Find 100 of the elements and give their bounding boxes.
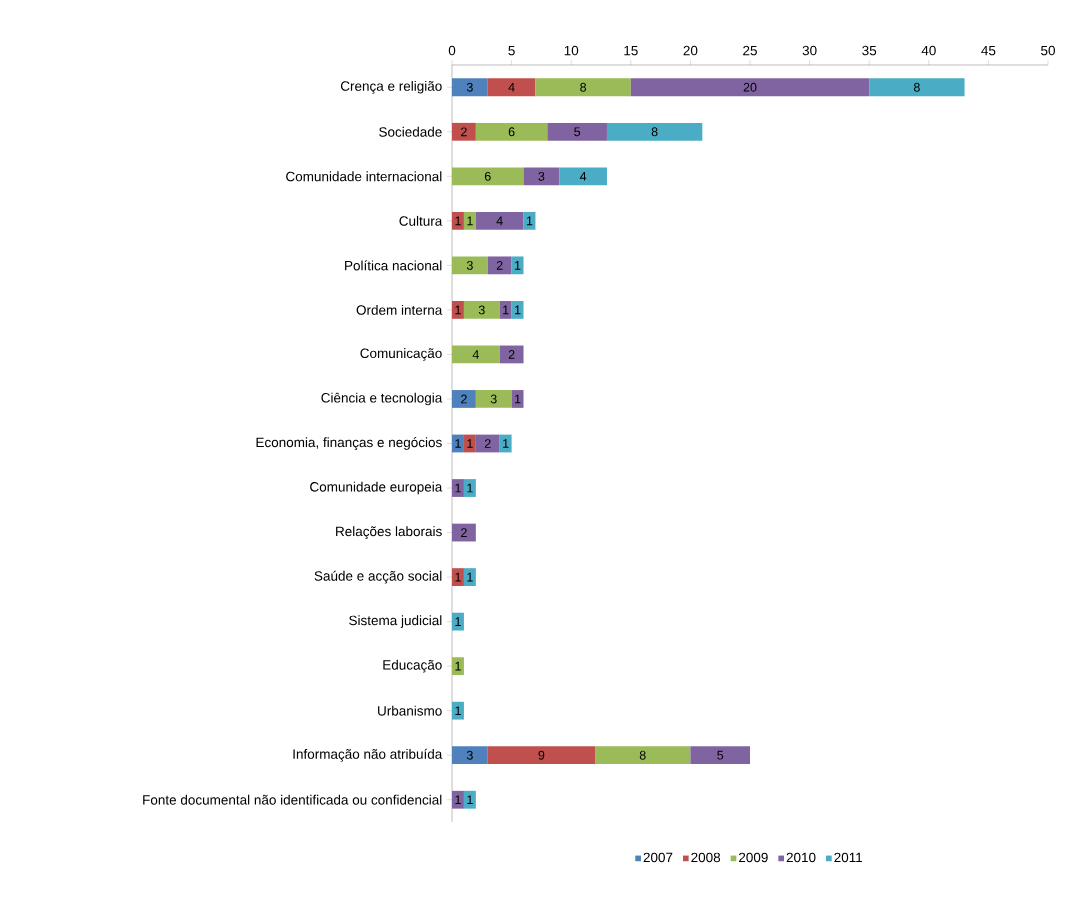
y-tick-label: Saúde e acção social [314, 570, 442, 584]
data-label: 1 [467, 795, 473, 805]
bar [499, 345, 524, 364]
y-tick-label: Crença e religião [340, 80, 442, 94]
data-label: 1 [455, 661, 461, 671]
bar [869, 78, 965, 97]
bar [690, 746, 750, 765]
bar [511, 390, 524, 408]
bar [452, 479, 464, 497]
bar [452, 701, 464, 720]
x-tick-label: 45 [981, 45, 996, 56]
legend-label: 2007 [643, 852, 673, 863]
bar [463, 301, 500, 319]
data-label: 4 [472, 350, 479, 359]
data-label: 3 [466, 260, 473, 270]
bar [452, 790, 464, 809]
bar [452, 345, 500, 364]
data-label: 2 [461, 127, 467, 137]
data-label: 2 [461, 528, 467, 537]
data-label: 3 [478, 305, 485, 315]
data-label: 6 [484, 171, 491, 181]
legend-label: 2008 [691, 852, 721, 863]
x-tick-label: 20 [683, 45, 698, 56]
y-tick-label: Sociedade [379, 126, 442, 137]
legend-label: 2009 [738, 852, 768, 863]
data-label: 1 [455, 483, 461, 493]
bar [499, 301, 512, 319]
bar [547, 122, 607, 141]
data-label: 2 [484, 439, 491, 448]
x-tick-label: 15 [624, 45, 638, 56]
y-tick-label: Comunidade internacional [286, 171, 442, 182]
bar [452, 256, 488, 275]
data-label: 20 [743, 82, 757, 92]
data-label: 5 [717, 750, 724, 760]
y-tick-label: Urbanismo [378, 705, 442, 716]
bar [475, 434, 500, 453]
y-tick-label: Educação [383, 659, 442, 673]
bar [535, 78, 631, 97]
data-label: 2 [508, 350, 515, 359]
data-label: 8 [639, 750, 646, 760]
x-tick-label: 40 [921, 45, 936, 56]
legend-label: 2010 [786, 852, 816, 863]
y-tick-label: Ciência e tecnologia [321, 392, 443, 406]
data-label: 1 [503, 439, 509, 448]
data-label: 1 [455, 305, 461, 315]
data-label: 4 [579, 172, 587, 181]
x-tick-label: 25 [743, 45, 757, 56]
data-label: 1 [467, 439, 473, 448]
bar [487, 256, 512, 275]
data-label: 2 [461, 394, 467, 404]
bar [487, 746, 596, 765]
bar [452, 568, 464, 586]
bar [452, 657, 464, 676]
data-label: 1 [455, 795, 461, 805]
bar [463, 211, 476, 230]
bar [452, 78, 488, 97]
y-tick-label: Informação não atribuída [293, 748, 443, 762]
bar [452, 122, 476, 141]
bar [475, 122, 548, 141]
bar [511, 256, 524, 275]
bar [475, 390, 512, 408]
data-label: 1 [455, 572, 461, 582]
y-tick-label: Comunicação [360, 348, 442, 361]
data-label: 1 [467, 483, 473, 493]
y-tick-label: Ordem interna [356, 304, 443, 315]
bar [511, 301, 524, 319]
y-tick-label: Economia, finanças e negócios [256, 437, 442, 450]
bar [463, 790, 476, 809]
data-label: 1 [455, 439, 461, 448]
bar [463, 479, 476, 497]
data-label: 1 [467, 216, 473, 226]
bar [463, 568, 476, 586]
x-tick-label: 30 [802, 45, 817, 56]
data-label: 1 [515, 261, 521, 270]
data-label: 1 [455, 617, 461, 626]
bar [452, 301, 464, 319]
data-label: 4 [508, 82, 515, 92]
data-label: 9 [538, 750, 545, 760]
y-tick-label: Relações laborais [336, 526, 442, 539]
bar [475, 211, 524, 230]
data-label: 3 [490, 394, 497, 404]
data-label: 8 [913, 82, 920, 92]
x-tick-label: 10 [564, 45, 579, 56]
y-tick-label: Comunidade europeia [310, 481, 443, 495]
data-label: 1 [503, 305, 509, 315]
data-label: 1 [467, 572, 473, 582]
data-label: 1 [515, 305, 521, 315]
x-tick-label: 35 [862, 45, 877, 56]
bar [559, 167, 607, 186]
data-label: 1 [455, 706, 461, 715]
bar [452, 167, 524, 186]
data-label: 3 [466, 750, 473, 760]
x-tick-label: 0 [448, 45, 456, 56]
data-label: 1 [455, 216, 461, 226]
legend-label: 2011 [834, 852, 863, 863]
data-label: 3 [538, 171, 545, 181]
bar [606, 122, 703, 141]
y-tick-label: Fonte documental não identificada ou confidencial [143, 794, 442, 805]
bar [452, 523, 476, 542]
data-label: 8 [651, 127, 658, 137]
